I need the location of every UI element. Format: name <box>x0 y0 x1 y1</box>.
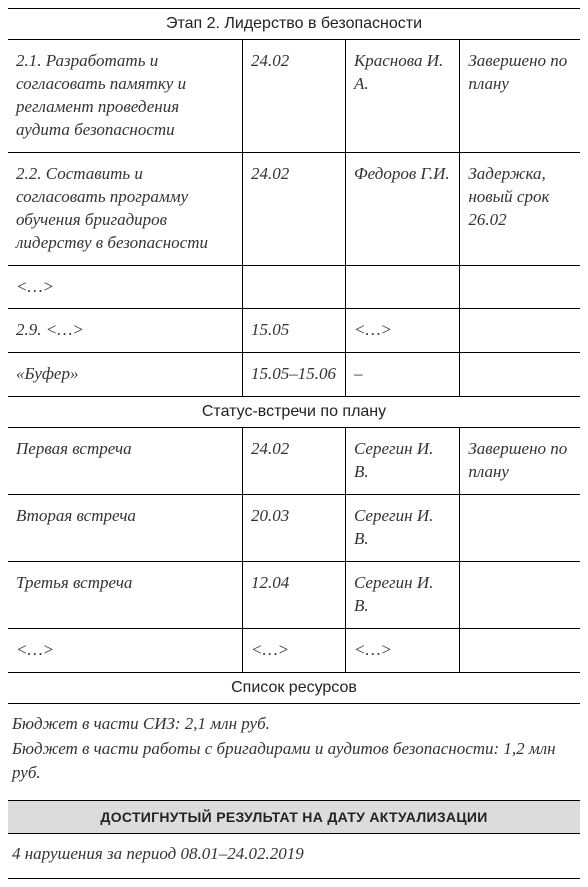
cell-person: Серегин И. В. <box>345 562 459 629</box>
table-row: «Буфер» 15.05–15.06 – <box>8 353 580 397</box>
table-row: 2.1. Разработать и согласовать памятку и… <box>8 40 580 152</box>
table-row: Третья встреча 12.04 Серегин И. В. <box>8 562 580 629</box>
cell-task: 2.2. Составить и согласовать программу о… <box>8 152 243 265</box>
cell-person <box>345 265 459 309</box>
cell-task: <…> <box>8 628 243 672</box>
table-row: 2.2. Составить и согласовать программу о… <box>8 152 580 265</box>
table-row: <…> <box>8 265 580 309</box>
document-root: Этап 2. Лидерство в безопасности 2.1. Ра… <box>8 8 580 879</box>
resources-body: Бюджет в части СИЗ: 2,1 млн руб. Бюджет … <box>8 704 580 801</box>
cell-status: Задержка, новый срок 26.02 <box>460 152 580 265</box>
cell-status: Завершено по плану <box>460 40 580 152</box>
cell-task: 2.9. <…> <box>8 309 243 353</box>
table-row: Вторая встреча 20.03 Серегин И. В. <box>8 495 580 562</box>
cell-status <box>460 495 580 562</box>
cell-status: Завершено по плану <box>460 428 580 494</box>
cell-person: Крас­нова И. А. <box>345 40 459 152</box>
cell-person: – <box>345 353 459 397</box>
resources-line: Бюджет в части работы с бригадирами и ау… <box>12 737 576 786</box>
cell-person: Федоров Г.И. <box>345 152 459 265</box>
table-row: <…> <…> <…> <box>8 628 580 672</box>
cell-date: <…> <box>243 628 346 672</box>
stage2-table: 2.1. Разработать и согласовать памятку и… <box>8 40 580 397</box>
meetings-header: Статус-встречи по плану <box>8 397 580 428</box>
cell-date: 24.02 <box>243 428 346 494</box>
stage2-header: Этап 2. Лидерство в безопасности <box>8 8 580 40</box>
cell-person: Серегин И. В. <box>345 428 459 494</box>
cell-status <box>460 265 580 309</box>
resources-header: Список ресурсов <box>8 673 580 704</box>
cell-person: <…> <box>345 309 459 353</box>
cell-status <box>460 628 580 672</box>
cell-person: Серегин И. В. <box>345 495 459 562</box>
cell-task: Третья встреча <box>8 562 243 629</box>
cell-date <box>243 265 346 309</box>
cell-status <box>460 353 580 397</box>
result-header: ДОСТИГНУТЫЙ РЕЗУЛЬТАТ НА ДАТУ АКТУАЛИЗАЦ… <box>8 801 580 834</box>
cell-person: <…> <box>345 628 459 672</box>
cell-date: 15.05–15.06 <box>243 353 346 397</box>
cell-date: 20.03 <box>243 495 346 562</box>
table-row: 2.9. <…> 15.05 <…> <box>8 309 580 353</box>
result-body: 4 нарушения за период 08.01–24.02.2019 <box>8 834 580 879</box>
resources-line: Бюджет в части СИЗ: 2,1 млн руб. <box>12 712 576 737</box>
cell-date: 24.02 <box>243 152 346 265</box>
table-row: Первая встреча 24.02 Серегин И. В. Завер… <box>8 428 580 494</box>
cell-task: <…> <box>8 265 243 309</box>
cell-task: Вторая встреча <box>8 495 243 562</box>
meetings-table: Первая встреча 24.02 Серегин И. В. Завер… <box>8 428 580 673</box>
cell-date: 12.04 <box>243 562 346 629</box>
cell-task: Первая встреча <box>8 428 243 494</box>
cell-date: 24.02 <box>243 40 346 152</box>
cell-task: 2.1. Разработать и согласовать памятку и… <box>8 40 243 152</box>
cell-status <box>460 309 580 353</box>
cell-task: «Буфер» <box>8 353 243 397</box>
cell-status <box>460 562 580 629</box>
cell-date: 15.05 <box>243 309 346 353</box>
